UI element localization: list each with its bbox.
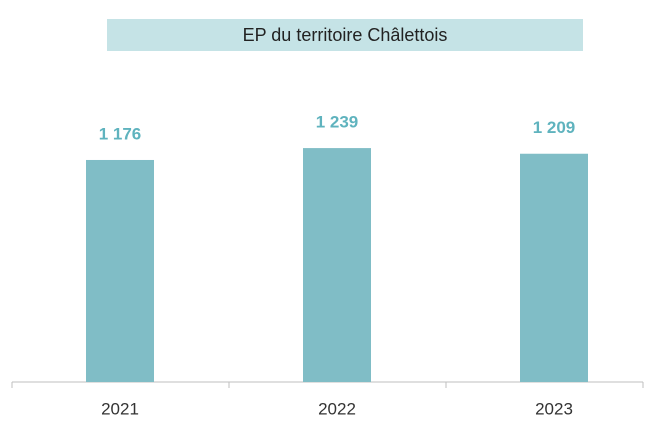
chart-title: EP du territoire Châlettois [243, 25, 448, 45]
x-tick-label: 2021 [101, 399, 139, 418]
bar [520, 153, 588, 382]
data-label: 1 209 [533, 118, 576, 137]
bar [303, 148, 371, 382]
bar [86, 159, 154, 382]
x-tick-label: 2023 [535, 399, 573, 418]
data-label: 1 176 [99, 124, 142, 143]
x-tick-label: 2022 [318, 399, 356, 418]
data-label: 1 239 [316, 113, 359, 132]
title-box [107, 19, 583, 51]
